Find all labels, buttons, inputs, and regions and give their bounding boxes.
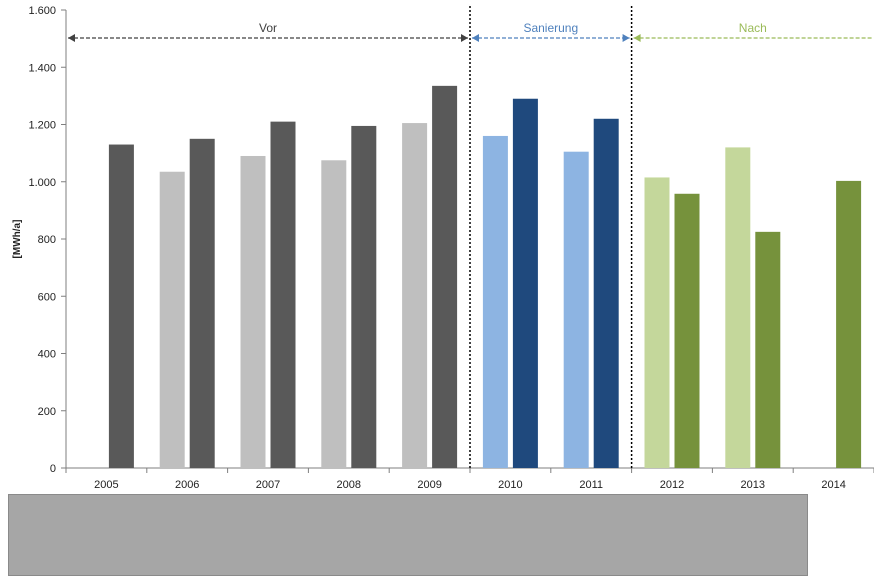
x-tick-label: 2012 <box>660 479 684 491</box>
x-tick-label: 2008 <box>337 479 361 491</box>
bar-2014-dark <box>836 180 862 469</box>
phase-arrowhead-right <box>622 34 630 42</box>
x-tick-label: 2007 <box>256 479 280 491</box>
bar-2010-light <box>482 135 508 468</box>
y-tick-label: 600 <box>38 291 56 303</box>
y-axis-label: [MWh/a] <box>12 220 23 259</box>
x-tick-label: 2014 <box>821 479 845 491</box>
bar-2013-dark <box>755 231 781 468</box>
bar-2005-dark <box>108 144 134 468</box>
phase-arrowhead-left <box>633 34 641 42</box>
bar-2008-light <box>321 160 347 468</box>
y-tick-label: 0 <box>50 463 56 475</box>
bar-2009-dark <box>432 85 458 468</box>
y-tick-label: 200 <box>38 406 56 418</box>
bar-2007-dark <box>270 121 296 468</box>
y-tick-label: 1.000 <box>28 177 56 189</box>
x-tick-label: 2011 <box>579 479 603 491</box>
x-tick-label: 2013 <box>741 479 765 491</box>
bar-2008-dark <box>351 125 377 469</box>
bar-2011-light <box>563 151 589 468</box>
phase-label: Nach <box>739 21 767 35</box>
gray-panel <box>8 494 808 576</box>
phase-arrowhead-left <box>472 34 479 42</box>
bar-chart: 0 200 400 600 800 1.000 1.200 1.400 1.600 [MWh/a]… <box>12 5 874 491</box>
y-tick-label: 1.600 <box>28 5 56 17</box>
bar-2006-light <box>159 171 185 468</box>
y-tick-label: 1.400 <box>28 62 56 74</box>
phase-label: Sanierung <box>523 21 578 35</box>
bar-2012-light <box>644 177 670 469</box>
bar-2011-dark <box>593 118 619 469</box>
bar-2012-dark <box>674 193 700 468</box>
y-tick-label: 800 <box>38 234 56 246</box>
phase-label: Vor <box>259 21 277 35</box>
bar-2006-dark <box>189 138 215 468</box>
bar-2009-light <box>402 123 428 468</box>
phase-arrowhead-right <box>461 34 468 42</box>
y-tick-label: 1.200 <box>28 120 56 132</box>
bar-2007-light <box>240 155 266 469</box>
phase-arrowhead-left <box>68 34 75 42</box>
bar-2013-light <box>725 147 751 468</box>
y-tick-label: 400 <box>38 349 56 361</box>
x-tick-label: 2005 <box>94 479 118 491</box>
bar-2010-dark <box>512 98 538 469</box>
x-tick-label: 2010 <box>498 479 522 491</box>
x-tick-label: 2006 <box>175 479 199 491</box>
x-tick-label: 2009 <box>417 479 441 491</box>
